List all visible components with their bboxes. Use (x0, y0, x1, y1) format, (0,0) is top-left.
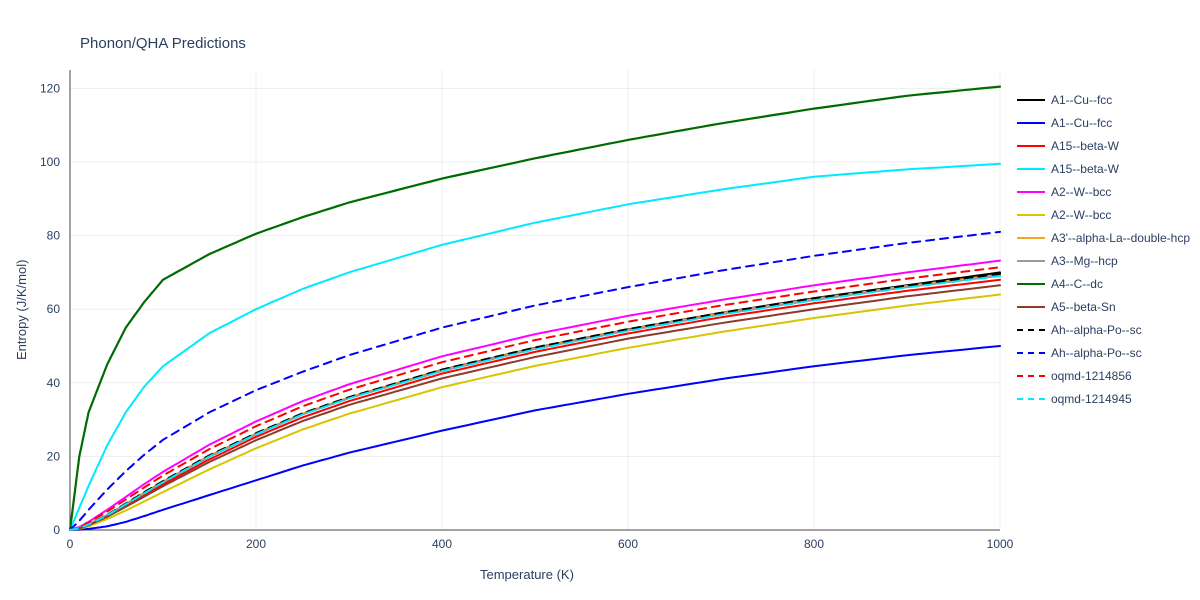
legend-label: A3'--alpha-La--double-hcp (1051, 231, 1190, 245)
x-tick-label: 400 (432, 537, 452, 551)
series-line[interactable] (70, 87, 1000, 530)
legend-label: A2--W--bcc (1051, 185, 1111, 199)
legend-label: A15--beta-W (1051, 139, 1119, 153)
series-line[interactable] (70, 232, 1000, 530)
legend-swatch (1017, 122, 1045, 124)
legend: A1--Cu--fcc A1--Cu--fcc A15--beta-W A15--be… (1017, 90, 1190, 412)
legend-label: oqmd-1214945 (1051, 392, 1132, 406)
legend-label: A5--beta-Sn (1051, 300, 1116, 314)
legend-item[interactable]: A2--W--bcc (1017, 182, 1190, 201)
series-line[interactable] (70, 346, 1000, 530)
y-tick-label: 40 (47, 376, 61, 390)
y-tick-label: 80 (47, 229, 61, 243)
legend-label: A4--C--dc (1051, 277, 1103, 291)
legend-item[interactable]: A4--C--dc (1017, 274, 1190, 293)
legend-label: Ah--alpha-Po--sc (1051, 323, 1142, 337)
legend-item[interactable]: A3--Mg--hcp (1017, 251, 1190, 270)
series-line[interactable] (70, 276, 1000, 530)
y-axis-label: Entropy (J/K/mol) (14, 260, 29, 360)
legend-swatch (1017, 329, 1045, 331)
legend-swatch (1017, 191, 1045, 193)
legend-swatch (1017, 398, 1045, 400)
legend-item[interactable]: A3'--alpha-La--double-hcp (1017, 228, 1190, 247)
legend-label: A3--Mg--hcp (1051, 254, 1118, 268)
x-tick-label: 800 (804, 537, 824, 551)
legend-label: A2--W--bcc (1051, 208, 1111, 222)
legend-item[interactable]: A15--beta-W (1017, 159, 1190, 178)
x-tick-label: 600 (618, 537, 638, 551)
legend-swatch (1017, 168, 1045, 170)
series-line[interactable] (70, 275, 1000, 530)
legend-swatch (1017, 283, 1045, 285)
legend-swatch (1017, 99, 1045, 101)
series-line[interactable] (70, 261, 1000, 530)
legend-swatch (1017, 237, 1045, 239)
y-tick-label: 20 (47, 449, 61, 463)
legend-label: Ah--alpha-Po--sc (1051, 346, 1142, 360)
legend-label: A1--Cu--fcc (1051, 93, 1112, 107)
x-tick-label: 200 (246, 537, 266, 551)
legend-item[interactable]: A2--W--bcc (1017, 205, 1190, 224)
series-line[interactable] (70, 276, 1000, 530)
legend-swatch (1017, 260, 1045, 262)
legend-swatch (1017, 352, 1045, 354)
legend-item[interactable]: A5--beta-Sn (1017, 297, 1190, 316)
x-tick-label: 0 (67, 537, 74, 551)
series-line[interactable] (70, 285, 1000, 530)
chart-container: Phonon/QHA Predictions 02004006008001000… (0, 0, 1200, 600)
y-tick-label: 120 (40, 81, 60, 95)
legend-item[interactable]: Ah--alpha-Po--sc (1017, 343, 1190, 362)
legend-swatch (1017, 375, 1045, 377)
x-tick-label: 1000 (987, 537, 1014, 551)
x-axis-label: Temperature (K) (480, 567, 574, 582)
legend-swatch (1017, 306, 1045, 308)
series-line[interactable] (70, 280, 1000, 530)
legend-label: A15--beta-W (1051, 162, 1119, 176)
series-line[interactable] (70, 267, 1000, 530)
legend-item[interactable]: A1--Cu--fcc (1017, 90, 1190, 109)
legend-label: A1--Cu--fcc (1051, 116, 1112, 130)
y-tick-label: 100 (40, 155, 60, 169)
y-tick-label: 0 (53, 523, 60, 537)
y-tick-label: 60 (47, 302, 61, 316)
legend-item[interactable]: oqmd-1214856 (1017, 366, 1190, 385)
legend-label: oqmd-1214856 (1051, 369, 1132, 383)
legend-swatch (1017, 214, 1045, 216)
legend-item[interactable]: A1--Cu--fcc (1017, 113, 1190, 132)
legend-item[interactable]: A15--beta-W (1017, 136, 1190, 155)
legend-item[interactable]: Ah--alpha-Po--sc (1017, 320, 1190, 339)
legend-swatch (1017, 145, 1045, 147)
legend-item[interactable]: oqmd-1214945 (1017, 389, 1190, 408)
